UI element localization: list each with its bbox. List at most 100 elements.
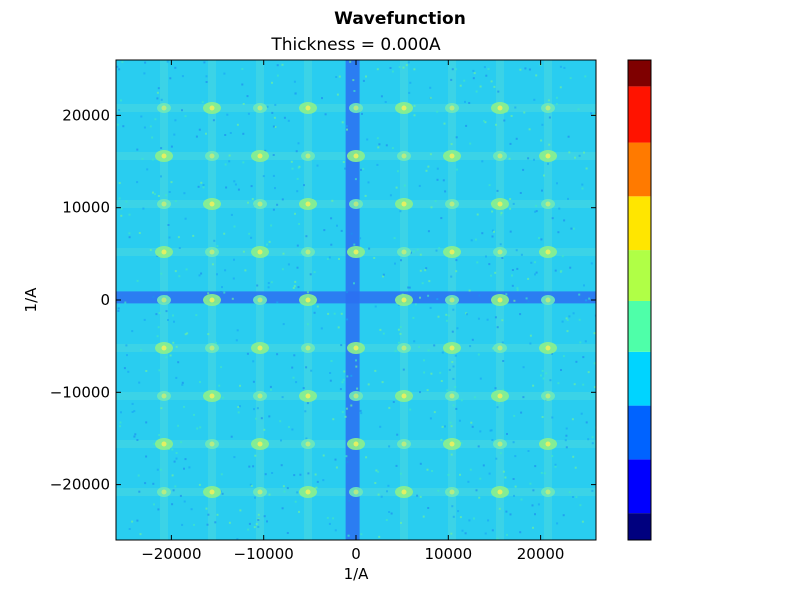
speckle <box>583 151 585 154</box>
speckle <box>475 90 478 93</box>
speckle <box>562 355 565 358</box>
central-horizontal-streak <box>116 291 596 304</box>
speckle <box>120 99 122 102</box>
speckle <box>390 512 393 515</box>
speckle <box>366 138 369 141</box>
speckle <box>170 181 173 184</box>
colorbar-band <box>628 351 651 406</box>
speckle <box>337 326 340 329</box>
speckle <box>561 255 564 258</box>
speckle <box>339 388 342 391</box>
speckle <box>512 441 515 444</box>
speckle <box>332 517 335 520</box>
speckle <box>315 486 318 489</box>
speckle <box>509 230 512 233</box>
speckle <box>499 243 502 246</box>
speckle <box>428 280 431 283</box>
speckle <box>264 473 267 476</box>
diffraction-peak-core <box>401 201 407 207</box>
speckle <box>288 426 290 428</box>
speckle <box>215 342 217 344</box>
diffraction-peak-core <box>545 297 551 303</box>
speckle <box>389 67 392 69</box>
speckle <box>376 137 379 140</box>
speckle <box>551 352 553 355</box>
speckle <box>585 299 588 302</box>
speckle <box>152 482 155 485</box>
speckle <box>151 158 154 161</box>
speckle <box>534 513 536 516</box>
speckle <box>173 460 176 463</box>
diffraction-peak-core <box>305 441 311 447</box>
speckle <box>451 68 454 71</box>
speckle <box>516 267 519 270</box>
speckle <box>413 104 416 107</box>
speckle <box>377 146 380 149</box>
speckle <box>469 468 472 471</box>
speckle <box>198 483 201 486</box>
speckle <box>543 174 545 177</box>
speckle <box>375 469 378 472</box>
speckle <box>459 473 461 476</box>
diffraction-peak-core <box>161 105 167 111</box>
speckle <box>509 513 512 516</box>
speckle <box>183 405 185 408</box>
speckle <box>399 472 402 475</box>
diffraction-peak-core <box>545 489 551 495</box>
speckle <box>515 137 518 140</box>
speckle <box>221 286 223 289</box>
speckle <box>434 200 437 203</box>
speckle <box>419 462 422 465</box>
speckle <box>294 92 297 95</box>
speckle <box>160 272 163 275</box>
speckle <box>174 485 177 488</box>
speckle <box>283 490 286 493</box>
speckle <box>230 213 233 216</box>
speckle <box>301 349 304 352</box>
speckle <box>503 119 506 122</box>
speckle <box>169 77 172 80</box>
speckle <box>572 455 575 458</box>
speckle <box>500 213 502 216</box>
speckle <box>257 525 260 528</box>
speckle <box>131 330 134 333</box>
speckle <box>438 247 441 250</box>
speckle <box>485 255 487 258</box>
speckle <box>399 210 402 213</box>
speckle <box>575 360 578 363</box>
speckle <box>524 67 527 70</box>
speckle <box>427 165 430 168</box>
speckle <box>184 333 187 336</box>
speckle <box>254 454 257 457</box>
speckle <box>333 312 336 315</box>
speckle <box>144 482 147 485</box>
speckle <box>454 386 457 388</box>
speckle <box>297 142 300 145</box>
speckle <box>402 66 405 69</box>
speckle <box>346 375 349 378</box>
speckle <box>167 224 170 226</box>
speckle <box>398 341 400 344</box>
speckle <box>296 266 299 269</box>
speckle <box>591 442 594 445</box>
speckle <box>389 194 392 197</box>
speckle <box>424 269 427 272</box>
speckle <box>511 269 514 271</box>
speckle <box>353 243 356 246</box>
speckle <box>587 438 590 441</box>
speckle <box>286 532 289 534</box>
speckle <box>116 65 119 68</box>
speckle <box>314 473 317 476</box>
speckle <box>136 439 139 441</box>
diffraction-peak-core <box>161 153 167 159</box>
speckle <box>446 389 449 392</box>
speckle <box>533 158 535 161</box>
speckle <box>178 275 181 278</box>
speckle <box>205 507 208 510</box>
speckle <box>174 66 177 69</box>
speckle <box>374 482 377 484</box>
speckle <box>207 292 210 295</box>
speckle <box>183 500 186 503</box>
diffraction-peak-core <box>305 201 311 207</box>
diffraction-peak-core <box>497 105 503 111</box>
